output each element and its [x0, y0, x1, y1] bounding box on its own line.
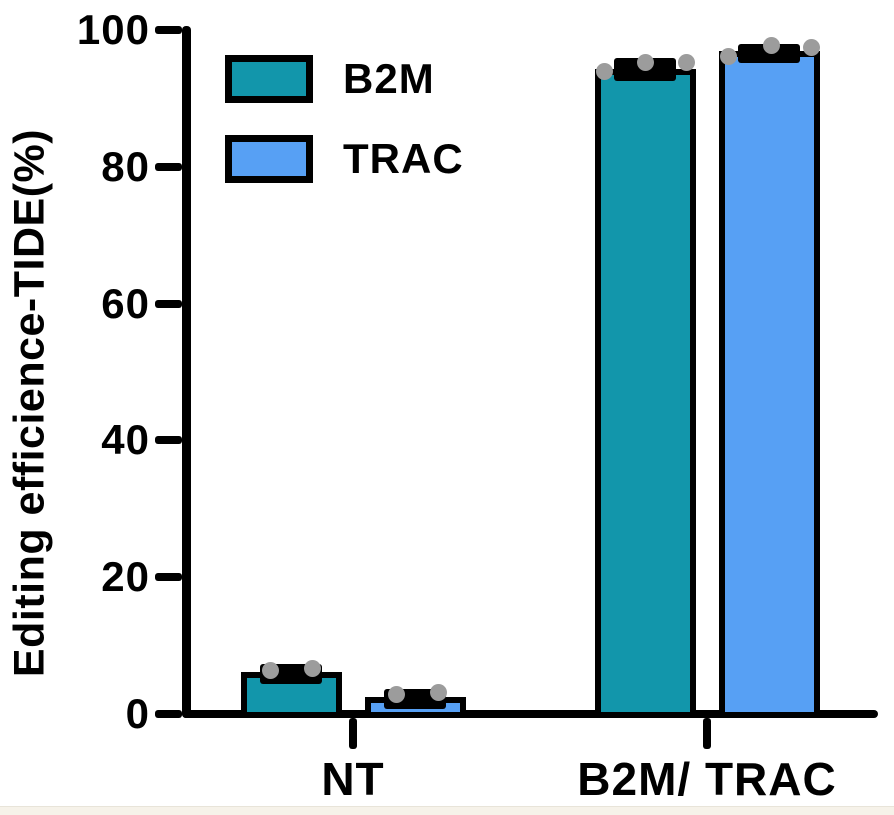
legend-swatch: [225, 55, 313, 103]
y-tick-label: 40: [101, 416, 150, 464]
y-tick: [155, 710, 182, 718]
data-point-dot: [595, 63, 613, 81]
legend-label: B2M: [343, 55, 435, 102]
data-point-dot: [762, 36, 780, 54]
bottom-edge-strip: [0, 806, 894, 815]
x-category-label: B2M/ TRAC: [577, 753, 837, 805]
y-tick: [155, 26, 182, 34]
data-point-dot: [261, 662, 279, 680]
data-point-dot: [387, 686, 405, 704]
legend-label: TRAC: [343, 135, 464, 182]
data-point-dot: [677, 54, 695, 72]
y-tick: [155, 299, 182, 308]
y-tick-label: 60: [101, 279, 150, 327]
data-point-dot: [719, 48, 737, 66]
y-tick: [155, 436, 182, 445]
y-tick: [155, 573, 182, 582]
y-axis-line: [182, 26, 191, 718]
data-point-dot: [303, 659, 321, 677]
data-point-dot: [429, 684, 447, 702]
data-point-dot: [802, 38, 820, 56]
y-tick-label: 100: [76, 6, 150, 53]
legend-swatch: [225, 135, 313, 183]
x-tick: [349, 718, 357, 749]
y-tick-label: 80: [101, 142, 150, 190]
y-tick-label: 0: [125, 690, 150, 737]
data-point-dot: [636, 54, 654, 72]
bar: [718, 51, 820, 718]
x-tick: [703, 718, 711, 749]
x-category-label: NT: [321, 753, 385, 805]
y-tick: [155, 162, 182, 171]
bar: [594, 68, 696, 718]
x-axis-line: [182, 710, 878, 718]
bar: [240, 672, 342, 718]
y-tick-label: 20: [101, 553, 150, 601]
